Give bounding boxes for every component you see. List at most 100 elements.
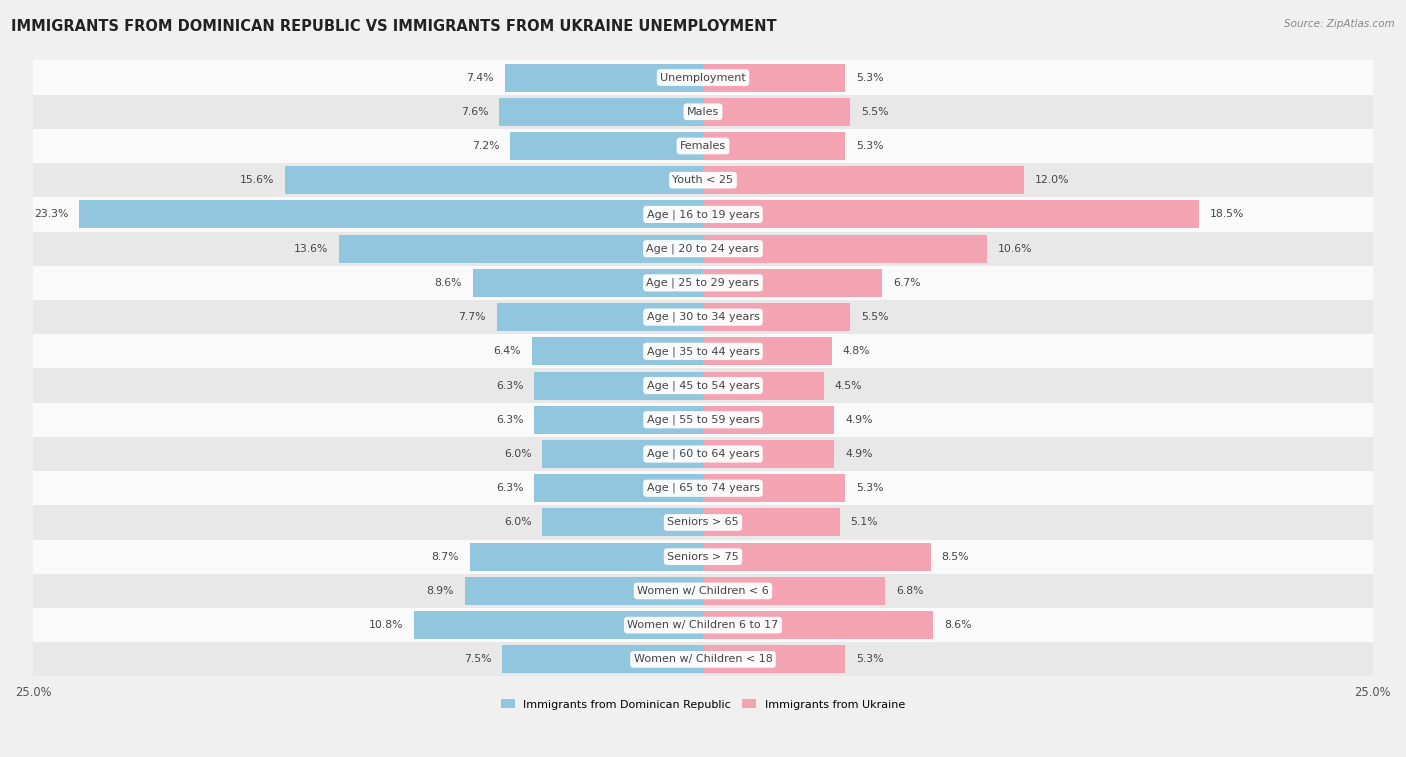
Bar bbox=[703, 509, 839, 537]
Text: 7.5%: 7.5% bbox=[464, 654, 491, 665]
Text: 5.5%: 5.5% bbox=[860, 107, 889, 117]
Text: Age | 16 to 19 years: Age | 16 to 19 years bbox=[647, 209, 759, 220]
Bar bbox=[34, 403, 1372, 437]
Text: Males: Males bbox=[688, 107, 718, 117]
Text: 10.8%: 10.8% bbox=[368, 620, 404, 630]
Text: 5.3%: 5.3% bbox=[856, 141, 883, 151]
Bar bbox=[534, 372, 703, 400]
Text: 5.3%: 5.3% bbox=[856, 654, 883, 665]
Bar bbox=[34, 300, 1372, 335]
Text: 6.0%: 6.0% bbox=[503, 518, 531, 528]
Bar bbox=[703, 372, 824, 400]
Text: Age | 65 to 74 years: Age | 65 to 74 years bbox=[647, 483, 759, 494]
Text: 18.5%: 18.5% bbox=[1209, 210, 1244, 220]
Text: Age | 25 to 29 years: Age | 25 to 29 years bbox=[647, 278, 759, 288]
Text: Age | 55 to 59 years: Age | 55 to 59 years bbox=[647, 415, 759, 425]
Bar bbox=[34, 642, 1372, 677]
Bar bbox=[472, 269, 703, 297]
Bar bbox=[34, 608, 1372, 642]
Text: Females: Females bbox=[681, 141, 725, 151]
Text: Youth < 25: Youth < 25 bbox=[672, 175, 734, 185]
Text: Source: ZipAtlas.com: Source: ZipAtlas.com bbox=[1284, 19, 1395, 29]
Text: 13.6%: 13.6% bbox=[294, 244, 328, 254]
Legend: Immigrants from Dominican Republic, Immigrants from Ukraine: Immigrants from Dominican Republic, Immi… bbox=[496, 695, 910, 714]
Text: 6.8%: 6.8% bbox=[896, 586, 924, 596]
Text: 6.3%: 6.3% bbox=[496, 381, 523, 391]
Text: 6.3%: 6.3% bbox=[496, 483, 523, 494]
Bar bbox=[703, 338, 831, 366]
Bar bbox=[703, 132, 845, 160]
Bar bbox=[464, 577, 703, 605]
Bar bbox=[703, 269, 883, 297]
Bar bbox=[703, 235, 987, 263]
Text: 7.6%: 7.6% bbox=[461, 107, 489, 117]
Bar bbox=[703, 201, 1198, 229]
Bar bbox=[703, 303, 851, 331]
Text: Age | 35 to 44 years: Age | 35 to 44 years bbox=[647, 346, 759, 357]
Text: 8.7%: 8.7% bbox=[432, 552, 460, 562]
Bar bbox=[703, 577, 886, 605]
Text: 8.9%: 8.9% bbox=[426, 586, 454, 596]
Text: Women w/ Children < 6: Women w/ Children < 6 bbox=[637, 586, 769, 596]
Text: 23.3%: 23.3% bbox=[34, 210, 67, 220]
Text: 12.0%: 12.0% bbox=[1035, 175, 1070, 185]
Text: Unemployment: Unemployment bbox=[661, 73, 745, 83]
Bar bbox=[505, 64, 703, 92]
Text: Age | 30 to 34 years: Age | 30 to 34 years bbox=[647, 312, 759, 322]
Bar bbox=[510, 132, 703, 160]
Text: Women w/ Children 6 to 17: Women w/ Children 6 to 17 bbox=[627, 620, 779, 630]
Bar bbox=[285, 167, 703, 195]
Text: 4.9%: 4.9% bbox=[845, 449, 873, 459]
Bar bbox=[703, 64, 845, 92]
Bar bbox=[703, 645, 845, 674]
Bar bbox=[34, 574, 1372, 608]
Bar bbox=[703, 440, 834, 468]
Bar bbox=[499, 98, 703, 126]
Text: 6.3%: 6.3% bbox=[496, 415, 523, 425]
Bar bbox=[34, 437, 1372, 471]
Bar bbox=[34, 129, 1372, 163]
Bar bbox=[703, 406, 834, 434]
Text: 4.8%: 4.8% bbox=[842, 347, 870, 357]
Bar bbox=[543, 509, 703, 537]
Text: 7.7%: 7.7% bbox=[458, 312, 486, 322]
Text: 7.2%: 7.2% bbox=[472, 141, 499, 151]
Text: 5.1%: 5.1% bbox=[851, 518, 877, 528]
Text: 8.6%: 8.6% bbox=[434, 278, 463, 288]
Text: 4.5%: 4.5% bbox=[834, 381, 862, 391]
Text: 5.3%: 5.3% bbox=[856, 73, 883, 83]
Bar bbox=[703, 167, 1025, 195]
Bar bbox=[534, 474, 703, 502]
Bar bbox=[34, 335, 1372, 369]
Text: 6.4%: 6.4% bbox=[494, 347, 520, 357]
Bar bbox=[496, 303, 703, 331]
Bar bbox=[703, 98, 851, 126]
Bar bbox=[470, 543, 703, 571]
Bar bbox=[34, 369, 1372, 403]
Bar bbox=[534, 406, 703, 434]
Bar bbox=[502, 645, 703, 674]
Text: Age | 60 to 64 years: Age | 60 to 64 years bbox=[647, 449, 759, 459]
Text: Seniors > 75: Seniors > 75 bbox=[666, 552, 740, 562]
Bar bbox=[703, 474, 845, 502]
Bar bbox=[34, 266, 1372, 300]
Text: 6.0%: 6.0% bbox=[503, 449, 531, 459]
Bar bbox=[34, 198, 1372, 232]
Text: 5.3%: 5.3% bbox=[856, 483, 883, 494]
Text: 8.6%: 8.6% bbox=[943, 620, 972, 630]
Text: 6.7%: 6.7% bbox=[893, 278, 921, 288]
Text: 15.6%: 15.6% bbox=[240, 175, 274, 185]
Bar bbox=[79, 201, 703, 229]
Text: Seniors > 65: Seniors > 65 bbox=[668, 518, 738, 528]
Bar bbox=[34, 232, 1372, 266]
Text: Age | 20 to 24 years: Age | 20 to 24 years bbox=[647, 244, 759, 254]
Text: Age | 45 to 54 years: Age | 45 to 54 years bbox=[647, 380, 759, 391]
Text: Women w/ Children < 18: Women w/ Children < 18 bbox=[634, 654, 772, 665]
Text: 4.9%: 4.9% bbox=[845, 415, 873, 425]
Bar bbox=[413, 611, 703, 639]
Bar bbox=[34, 95, 1372, 129]
Text: 5.5%: 5.5% bbox=[860, 312, 889, 322]
Bar bbox=[703, 611, 934, 639]
Bar bbox=[34, 61, 1372, 95]
Bar bbox=[531, 338, 703, 366]
